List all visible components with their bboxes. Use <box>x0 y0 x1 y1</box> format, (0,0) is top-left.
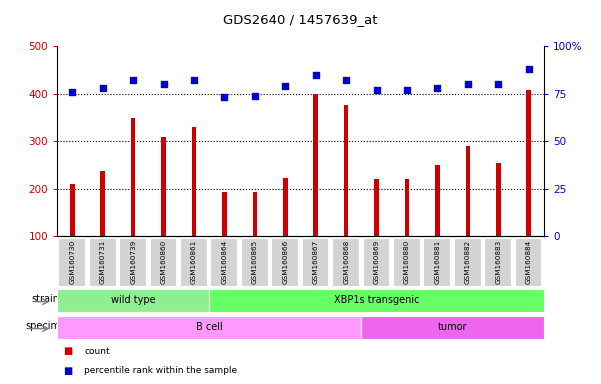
Bar <box>131 118 135 236</box>
Text: strain: strain <box>31 294 59 304</box>
Text: GSM160867: GSM160867 <box>313 240 319 284</box>
Text: GSM160865: GSM160865 <box>252 240 258 284</box>
Text: specimen: specimen <box>26 321 73 331</box>
Point <box>463 81 472 87</box>
Point <box>402 87 412 93</box>
Text: percentile rank within the sample: percentile rank within the sample <box>84 366 237 375</box>
Bar <box>526 90 531 236</box>
Bar <box>192 127 197 236</box>
Bar <box>484 238 511 286</box>
Bar <box>344 105 349 236</box>
Point <box>67 89 77 95</box>
Bar <box>404 179 409 236</box>
Bar <box>210 238 237 286</box>
Point <box>219 94 229 101</box>
Text: GSM160730: GSM160730 <box>69 240 75 284</box>
Point <box>311 71 320 78</box>
Bar <box>252 192 257 236</box>
Bar <box>362 238 389 286</box>
Text: GSM160739: GSM160739 <box>130 240 136 284</box>
Point <box>129 77 138 83</box>
Bar <box>435 165 440 236</box>
Bar <box>57 316 361 339</box>
Text: B cell: B cell <box>196 322 222 333</box>
Point <box>433 85 442 91</box>
Bar <box>283 178 287 236</box>
Text: GSM160866: GSM160866 <box>282 240 288 284</box>
Text: GSM160881: GSM160881 <box>435 240 441 284</box>
Bar <box>374 179 379 236</box>
Text: ■: ■ <box>63 366 72 376</box>
Text: GSM160869: GSM160869 <box>374 240 380 284</box>
Bar <box>209 289 544 312</box>
Point <box>189 77 199 83</box>
Bar <box>454 238 481 286</box>
Bar <box>70 184 75 236</box>
Text: GSM160731: GSM160731 <box>100 240 106 284</box>
Bar <box>119 238 146 286</box>
Text: GSM160864: GSM160864 <box>221 240 227 284</box>
Text: GSM160868: GSM160868 <box>343 240 349 284</box>
Point <box>524 66 534 72</box>
Text: count: count <box>84 347 110 356</box>
Bar <box>314 94 318 236</box>
Text: GDS2640 / 1457639_at: GDS2640 / 1457639_at <box>223 13 378 26</box>
Text: GSM160880: GSM160880 <box>404 240 410 284</box>
Text: GSM160882: GSM160882 <box>465 240 471 284</box>
Text: wild type: wild type <box>111 295 156 306</box>
Bar <box>302 238 329 286</box>
Bar <box>161 137 166 236</box>
Bar <box>58 238 85 286</box>
Bar <box>466 146 470 236</box>
Bar <box>222 192 227 236</box>
Bar <box>100 171 105 236</box>
Bar <box>89 238 115 286</box>
Bar <box>496 164 501 236</box>
Bar <box>271 238 298 286</box>
Text: GSM160884: GSM160884 <box>526 240 532 284</box>
Text: tumor: tumor <box>438 322 468 333</box>
Bar <box>361 316 544 339</box>
Point <box>250 93 260 99</box>
Bar <box>332 238 359 286</box>
Bar <box>180 238 207 286</box>
Text: GSM160883: GSM160883 <box>495 240 501 284</box>
Text: GSM160860: GSM160860 <box>160 240 166 284</box>
Point <box>98 85 108 91</box>
Point <box>281 83 290 89</box>
Point <box>341 77 351 83</box>
Bar <box>514 238 542 286</box>
Text: XBP1s transgenic: XBP1s transgenic <box>334 295 419 306</box>
Bar <box>424 238 450 286</box>
Point <box>372 87 382 93</box>
Bar <box>393 238 419 286</box>
Point <box>159 81 168 87</box>
Text: GSM160861: GSM160861 <box>191 240 197 284</box>
Point <box>493 81 503 87</box>
Bar <box>57 289 209 312</box>
Bar <box>150 238 176 286</box>
Bar <box>241 238 267 286</box>
Text: ■: ■ <box>63 346 72 356</box>
